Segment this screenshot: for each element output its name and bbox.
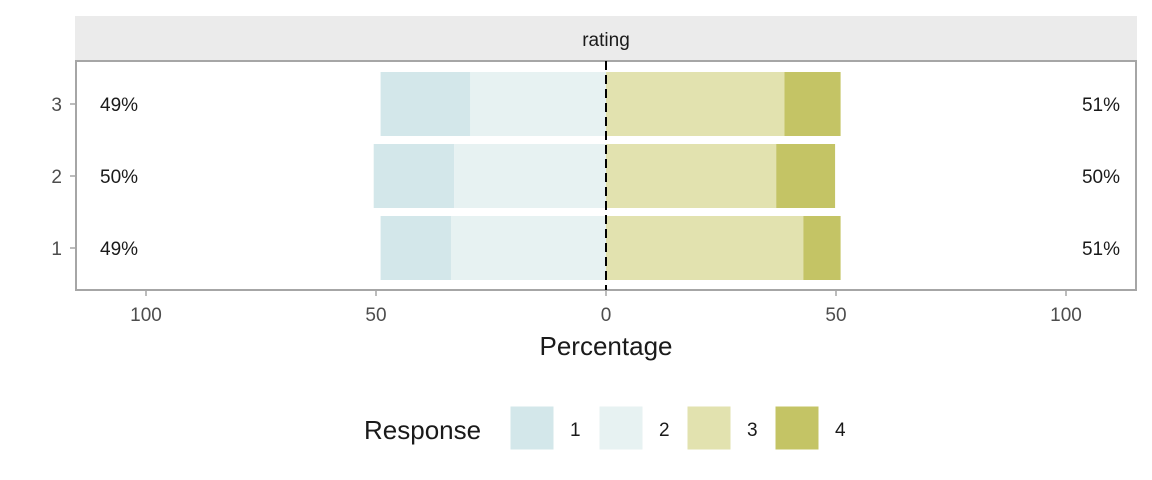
bar-1-response-4 [803,216,841,280]
bar-3-response-1 [380,72,471,136]
bar-2-response-1 [373,144,455,208]
legend-label-2: 2 [659,420,670,441]
x-tick-label: 100 [130,305,162,326]
x-tick-label: 50 [365,305,386,326]
bar-3-response-2 [470,72,606,136]
legend-title: Response [364,415,481,445]
x-tick-label: 100 [1050,305,1082,326]
legend-key-4 [774,405,820,451]
left-percent-label: 50% [100,167,138,188]
y-tick-label: 1 [51,239,62,260]
legend-key-3 [686,405,732,451]
right-percent-label: 51% [1082,95,1120,116]
left-percent-label: 49% [100,95,138,116]
y-axis: 3 2 1 [51,95,76,260]
x-tick-label: 0 [601,305,612,326]
x-axis: 100 50 0 50 100 [130,290,1082,326]
legend-label-4: 4 [835,420,846,441]
bar-2-response-2 [454,144,606,208]
bar-1-response-2 [450,216,606,280]
panel-strip-label: rating [582,30,630,51]
panel-strip [75,16,1137,60]
bar-group [373,72,841,280]
left-percent-label: 49% [100,239,138,260]
legend-key-2 [598,405,644,451]
bar-2-response-3 [606,144,777,208]
right-percent-label: 51% [1082,239,1120,260]
percent-labels: 49% 51% 50% 50% 49% 51% [100,95,1120,260]
y-tick-label: 2 [51,167,62,188]
legend-key-1 [509,405,555,451]
bar-3-response-4 [784,72,841,136]
bar-1-response-3 [606,216,804,280]
legend-label-1: 1 [570,420,581,441]
legend-label-3: 3 [747,420,758,441]
bar-2-response-4 [776,144,836,208]
x-axis-title: Percentage [540,331,673,361]
bar-1-response-1 [380,216,451,280]
x-tick-label: 50 [825,305,846,326]
right-percent-label: 50% [1082,167,1120,188]
y-tick-label: 3 [51,95,62,116]
legend: Response 1 2 3 4 [364,405,846,451]
bar-3-response-3 [606,72,785,136]
